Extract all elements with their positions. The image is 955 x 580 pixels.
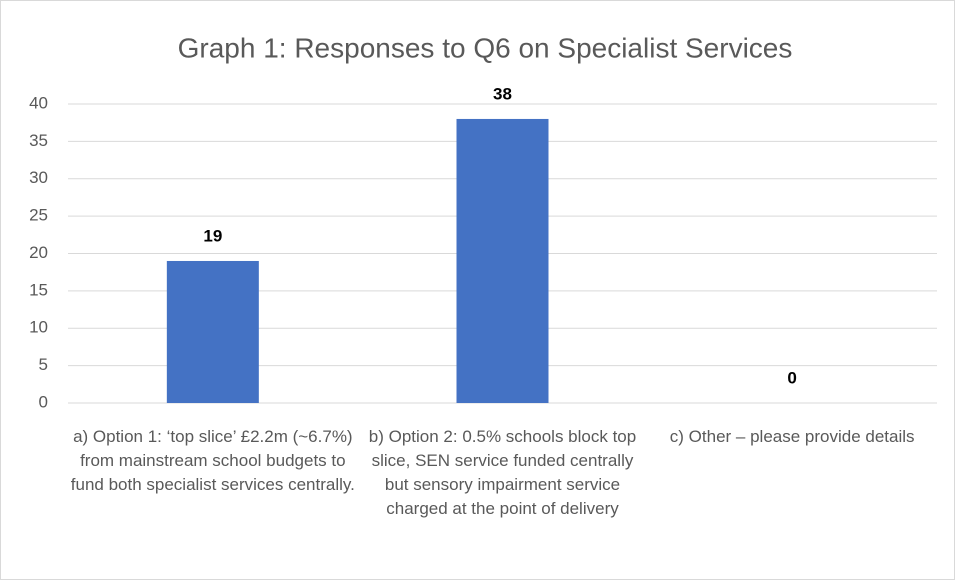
y-tick-label: 5 (39, 355, 48, 374)
x-tick-label: a) Option 1: ‘top slice’ £2.2m (~6.7%) f… (70, 427, 355, 494)
data-label: 38 (493, 84, 512, 103)
y-tick-label: 10 (29, 318, 48, 337)
y-tick-label: 30 (29, 168, 48, 187)
y-tick-label: 25 (29, 206, 48, 225)
y-tick-label: 0 (39, 392, 48, 411)
x-tick-label: c) Other – please provide details (669, 427, 915, 446)
y-tick-label: 40 (29, 93, 48, 112)
data-label: 0 (787, 368, 796, 387)
y-tick-label: 15 (29, 280, 48, 299)
y-tick-label: 35 (29, 131, 48, 150)
x-tick-label: b) Option 2: 0.5% schools block top slic… (368, 427, 637, 518)
chart-title: Graph 1: Responses to Q6 on Specialist S… (178, 32, 793, 63)
bar (456, 118, 549, 403)
bar (166, 260, 259, 403)
y-tick-label: 20 (29, 243, 48, 262)
data-label: 19 (203, 226, 222, 245)
